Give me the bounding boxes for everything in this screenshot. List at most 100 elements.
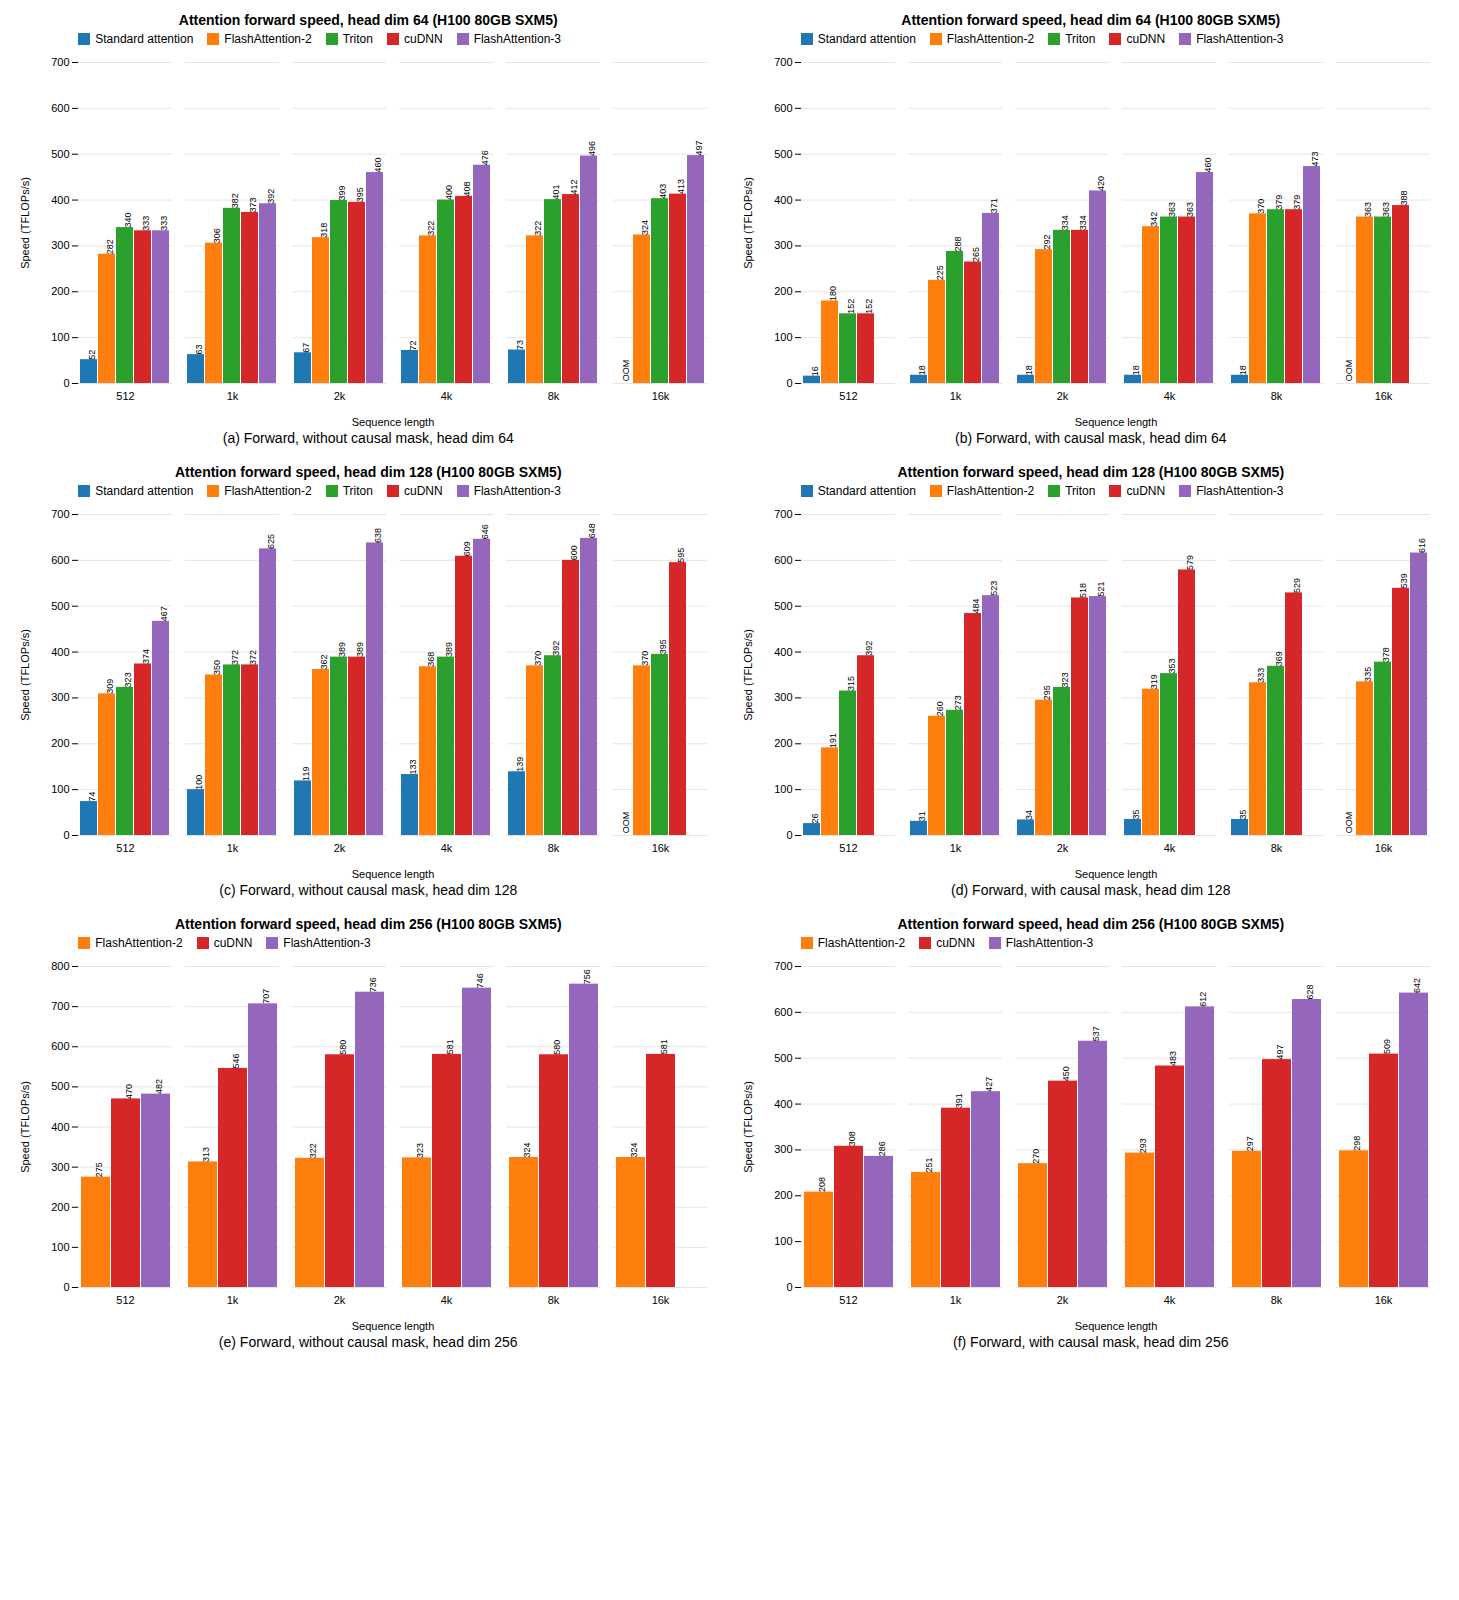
svg-text:512: 512 xyxy=(839,842,857,854)
svg-text:580: 580 xyxy=(338,1040,348,1055)
svg-text:34: 34 xyxy=(1024,810,1034,820)
svg-text:273: 273 xyxy=(953,695,963,710)
svg-text:460: 460 xyxy=(1203,158,1213,173)
svg-text:4k: 4k xyxy=(441,1294,453,1306)
svg-text:374: 374 xyxy=(141,649,151,664)
svg-text:Speed (TFLOPs/s): Speed (TFLOPs/s) xyxy=(742,177,754,269)
svg-text:Speed (TFLOPs/s): Speed (TFLOPs/s) xyxy=(20,177,32,269)
svg-text:309: 309 xyxy=(105,679,115,694)
svg-text:8k: 8k xyxy=(548,1294,560,1306)
svg-text:529: 529 xyxy=(1292,578,1302,593)
svg-text:251: 251 xyxy=(924,1157,934,1172)
svg-text:370: 370 xyxy=(533,651,543,666)
svg-text:484: 484 xyxy=(971,599,981,614)
svg-text:0: 0 xyxy=(64,1281,70,1293)
svg-text:100: 100 xyxy=(51,331,69,343)
svg-text:638: 638 xyxy=(373,528,383,543)
svg-text:OOM: OOM xyxy=(1344,360,1354,382)
svg-text:800: 800 xyxy=(51,960,69,972)
svg-text:16k: 16k xyxy=(652,842,670,854)
svg-text:2k: 2k xyxy=(1056,1294,1068,1306)
svg-text:523: 523 xyxy=(989,581,999,596)
svg-text:392: 392 xyxy=(266,189,276,204)
svg-text:500: 500 xyxy=(51,1080,69,1092)
svg-text:300: 300 xyxy=(51,239,69,251)
svg-text:286: 286 xyxy=(877,1141,887,1156)
svg-text:371: 371 xyxy=(989,198,999,213)
svg-text:1k: 1k xyxy=(227,842,239,854)
svg-text:399: 399 xyxy=(337,185,347,200)
svg-text:497: 497 xyxy=(1275,1045,1285,1060)
svg-text:300: 300 xyxy=(51,691,69,703)
svg-text:389: 389 xyxy=(444,642,454,657)
svg-text:16k: 16k xyxy=(1374,842,1392,854)
svg-text:26: 26 xyxy=(810,814,820,824)
svg-text:460: 460 xyxy=(373,158,383,173)
svg-text:450: 450 xyxy=(1061,1066,1071,1081)
svg-text:388: 388 xyxy=(1399,191,1409,206)
svg-text:412: 412 xyxy=(569,180,579,195)
svg-text:Sequence length: Sequence length xyxy=(352,1320,435,1332)
svg-text:275: 275 xyxy=(94,1162,104,1177)
svg-text:313: 313 xyxy=(201,1147,211,1162)
svg-text:16: 16 xyxy=(810,366,820,376)
svg-text:4k: 4k xyxy=(441,390,453,402)
svg-text:270: 270 xyxy=(1031,1149,1041,1164)
svg-text:1k: 1k xyxy=(949,390,961,402)
svg-text:500: 500 xyxy=(51,600,69,612)
svg-text:482: 482 xyxy=(154,1079,164,1094)
svg-text:31: 31 xyxy=(917,811,927,821)
svg-text:372: 372 xyxy=(230,650,240,665)
svg-text:342: 342 xyxy=(1149,212,1159,227)
svg-text:308: 308 xyxy=(847,1131,857,1146)
svg-text:334: 334 xyxy=(1078,215,1088,230)
svg-text:512: 512 xyxy=(117,842,135,854)
svg-text:288: 288 xyxy=(953,236,963,251)
svg-text:401: 401 xyxy=(551,185,561,200)
svg-text:8k: 8k xyxy=(548,390,560,402)
svg-text:1k: 1k xyxy=(227,390,239,402)
svg-text:392: 392 xyxy=(551,641,561,656)
svg-text:581: 581 xyxy=(445,1039,455,1054)
svg-text:Sequence length: Sequence length xyxy=(352,868,435,880)
svg-text:350: 350 xyxy=(212,660,222,675)
svg-text:473: 473 xyxy=(1310,152,1320,167)
svg-text:4k: 4k xyxy=(1163,842,1175,854)
svg-text:512: 512 xyxy=(839,1294,857,1306)
svg-text:579: 579 xyxy=(1185,555,1195,570)
svg-text:600: 600 xyxy=(774,102,792,114)
svg-text:382: 382 xyxy=(230,193,240,208)
svg-text:100: 100 xyxy=(774,783,792,795)
svg-text:16k: 16k xyxy=(1374,1294,1392,1306)
svg-text:600: 600 xyxy=(774,554,792,566)
svg-text:18: 18 xyxy=(917,365,927,375)
svg-text:408: 408 xyxy=(462,181,472,196)
svg-text:333: 333 xyxy=(141,216,151,231)
svg-text:322: 322 xyxy=(533,221,543,236)
svg-text:8k: 8k xyxy=(1270,842,1282,854)
svg-text:512: 512 xyxy=(839,390,857,402)
svg-text:282: 282 xyxy=(105,239,115,254)
svg-text:616: 616 xyxy=(1417,538,1427,553)
svg-text:389: 389 xyxy=(355,642,365,657)
svg-text:8k: 8k xyxy=(1270,390,1282,402)
svg-text:395: 395 xyxy=(355,187,365,202)
svg-text:139: 139 xyxy=(515,757,525,772)
svg-text:420: 420 xyxy=(1096,176,1106,191)
svg-text:648: 648 xyxy=(587,523,597,538)
svg-text:518: 518 xyxy=(1078,583,1088,598)
svg-text:293: 293 xyxy=(1138,1138,1148,1153)
svg-text:300: 300 xyxy=(774,1143,792,1155)
svg-text:700: 700 xyxy=(51,56,69,68)
svg-text:483: 483 xyxy=(1168,1051,1178,1066)
svg-text:119: 119 xyxy=(301,767,311,781)
svg-text:0: 0 xyxy=(786,377,792,389)
svg-text:180: 180 xyxy=(828,286,838,301)
svg-text:100: 100 xyxy=(774,331,792,343)
svg-text:363: 363 xyxy=(1185,202,1195,217)
svg-text:0: 0 xyxy=(64,829,70,841)
svg-text:600: 600 xyxy=(51,102,69,114)
svg-text:16k: 16k xyxy=(652,390,670,402)
svg-text:300: 300 xyxy=(774,239,792,251)
svg-text:72: 72 xyxy=(408,340,418,350)
